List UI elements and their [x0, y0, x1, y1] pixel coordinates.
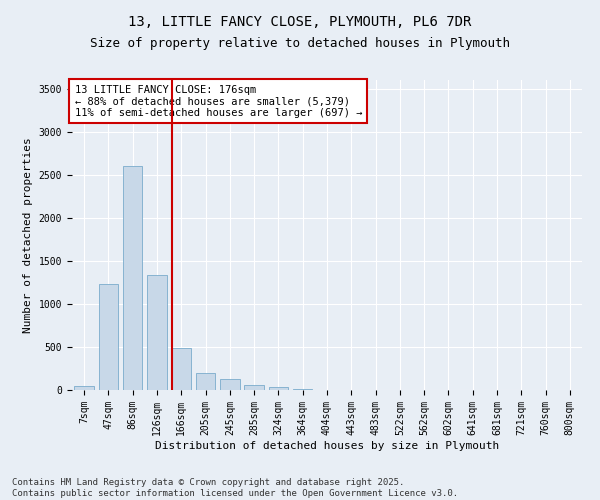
- Bar: [74, 386, 94, 390]
- Text: Size of property relative to detached houses in Plymouth: Size of property relative to detached ho…: [90, 38, 510, 51]
- X-axis label: Distribution of detached houses by size in Plymouth: Distribution of detached houses by size …: [155, 440, 499, 450]
- Bar: [172, 348, 191, 390]
- Bar: [147, 274, 167, 390]
- Bar: [293, 389, 313, 390]
- Bar: [99, 284, 118, 390]
- Y-axis label: Number of detached properties: Number of detached properties: [23, 137, 33, 333]
- Bar: [123, 166, 142, 390]
- Text: 13 LITTLE FANCY CLOSE: 176sqm
← 88% of detached houses are smaller (5,379)
11% o: 13 LITTLE FANCY CLOSE: 176sqm ← 88% of d…: [74, 84, 362, 118]
- Bar: [220, 379, 239, 390]
- Bar: [196, 373, 215, 390]
- Text: Contains HM Land Registry data © Crown copyright and database right 2025.
Contai: Contains HM Land Registry data © Crown c…: [12, 478, 458, 498]
- Bar: [244, 386, 264, 390]
- Bar: [269, 388, 288, 390]
- Text: 13, LITTLE FANCY CLOSE, PLYMOUTH, PL6 7DR: 13, LITTLE FANCY CLOSE, PLYMOUTH, PL6 7D…: [128, 15, 472, 29]
